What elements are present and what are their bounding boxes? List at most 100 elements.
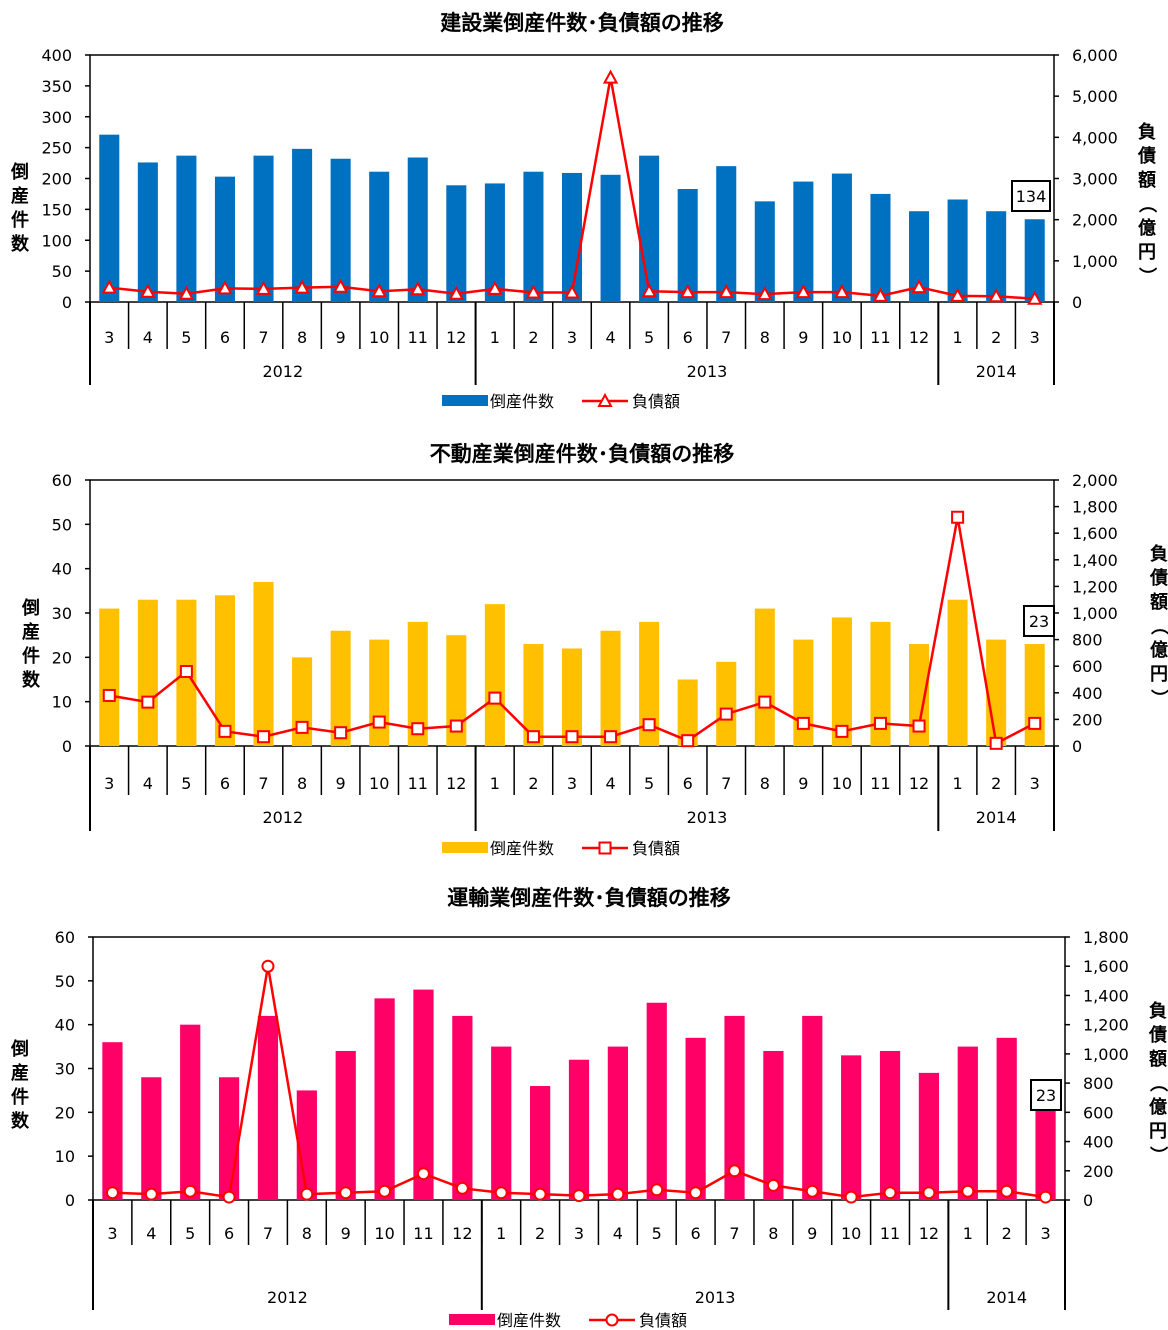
bar xyxy=(793,181,814,302)
x-tick-label: 3 xyxy=(567,328,577,347)
bar xyxy=(257,1015,279,1200)
y-tick-label: 400 xyxy=(41,46,72,65)
x-tick-label: 11 xyxy=(880,1224,900,1243)
line-marker xyxy=(883,1186,897,1200)
x-tick-label: 3 xyxy=(574,1224,584,1243)
y-tick-label: 250 xyxy=(41,139,72,158)
bar xyxy=(523,171,544,302)
bar xyxy=(909,211,930,302)
bar xyxy=(374,998,395,1200)
y2-tick-label: 1,000 xyxy=(1072,252,1118,271)
bar xyxy=(180,1024,201,1200)
x-tick-label: 10 xyxy=(369,774,389,793)
legend-bar-swatch xyxy=(442,395,488,406)
y-axis-title: 倒産件数 xyxy=(10,162,30,255)
svg-text:億: 億 xyxy=(1150,639,1168,661)
line-marker xyxy=(951,510,965,524)
y2-tick-label: 6,000 xyxy=(1072,46,1118,65)
line-marker xyxy=(642,718,656,732)
x-tick-label: 7 xyxy=(729,1224,739,1243)
x-tick-label: 1 xyxy=(490,328,500,347)
line-marker xyxy=(372,715,386,729)
bar xyxy=(986,211,1007,302)
line-marker xyxy=(922,1186,936,1200)
callout-value: 134 xyxy=(1016,187,1047,206)
legend-line-label: 負債額 xyxy=(639,1311,687,1330)
svg-text:円: 円 xyxy=(1150,664,1168,685)
x-tick-label: 7 xyxy=(258,328,268,347)
callout-value: 23 xyxy=(1029,612,1049,631)
svg-text:負: 負 xyxy=(1149,1000,1167,1022)
y-tick-label: 10 xyxy=(52,693,72,712)
line-marker xyxy=(378,1184,392,1198)
svg-text:件: 件 xyxy=(11,1086,29,1108)
line-marker xyxy=(602,69,619,84)
line-marker xyxy=(339,1186,353,1200)
bar xyxy=(677,679,698,746)
y2-tick-label: 1,400 xyxy=(1083,986,1129,1005)
y2-tick-label: 800 xyxy=(1072,631,1103,650)
x-tick-label: 9 xyxy=(807,1224,817,1243)
bar xyxy=(754,201,775,302)
bar xyxy=(369,171,390,302)
line-marker xyxy=(525,284,542,299)
bar xyxy=(918,1072,940,1200)
y2-axis-title: 負債額 （ 億円 ） xyxy=(1147,1000,1168,1164)
x-tick-label: 9 xyxy=(336,328,346,347)
y-axis-title: 倒産件数 xyxy=(21,598,41,691)
bar xyxy=(879,1050,901,1200)
y2-tick-label: 1,800 xyxy=(1083,928,1129,947)
y2-tick-label: 1,200 xyxy=(1083,1016,1129,1035)
x-tick-label: 2 xyxy=(991,774,1001,793)
bar xyxy=(330,158,351,302)
x-tick-label: 3 xyxy=(1030,328,1040,347)
x-tick-label: 5 xyxy=(652,1224,662,1243)
line-marker xyxy=(334,726,348,740)
y2-tick-label: 600 xyxy=(1072,657,1103,676)
x-tick-label: 3 xyxy=(1030,774,1040,793)
y2-tick-label: 1,000 xyxy=(1072,604,1118,623)
x-tick-label: 8 xyxy=(760,328,770,347)
y2-axis-title: 負債額 （ 億円 ） xyxy=(1136,121,1157,285)
svg-text:債: 債 xyxy=(1149,567,1168,589)
svg-text:）: ） xyxy=(1147,1146,1168,1164)
x-tick-label: 5 xyxy=(644,774,654,793)
chart-title: 建設業倒産件数･負債額の推移 xyxy=(440,11,724,35)
svg-text:数: 数 xyxy=(11,1110,30,1132)
bar xyxy=(292,148,313,302)
y-tick-label: 50 xyxy=(52,515,72,534)
line-marker xyxy=(105,1186,119,1200)
y-tick-label: 300 xyxy=(41,108,72,127)
chart-real-estate: 不動産業倒産件数･負債額の推移0102030405060020040060080… xyxy=(21,442,1168,858)
svg-text:債: 債 xyxy=(1148,1024,1167,1046)
svg-text:）: ） xyxy=(1136,267,1157,285)
y2-tick-label: 1,400 xyxy=(1072,551,1118,570)
y2-tick-label: 0 xyxy=(1083,1191,1093,1210)
y2-tick-label: 600 xyxy=(1083,1103,1114,1122)
y-axis-title: 倒産件数 xyxy=(10,1039,30,1132)
y2-tick-label: 2,000 xyxy=(1072,211,1118,230)
x-tick-label: 6 xyxy=(683,328,693,347)
y-tick-label: 40 xyxy=(52,560,72,579)
line-marker xyxy=(873,716,887,730)
svg-text:）: ） xyxy=(1148,689,1168,707)
x-tick-label: 9 xyxy=(336,774,346,793)
y-tick-label: 150 xyxy=(41,200,72,219)
svg-text:億: 億 xyxy=(1138,217,1156,239)
svg-text:負: 負 xyxy=(1150,543,1168,565)
x-tick-label: 6 xyxy=(220,774,230,793)
x-tick-label: 5 xyxy=(185,1224,195,1243)
line-marker xyxy=(988,288,1004,303)
bar xyxy=(452,1015,473,1200)
x-tick-label: 4 xyxy=(143,328,153,347)
x-tick-label: 8 xyxy=(302,1224,312,1243)
bar xyxy=(214,176,235,302)
svg-text:円: 円 xyxy=(1149,1121,1167,1142)
bar xyxy=(947,199,968,302)
x-tick-label: 11 xyxy=(870,774,890,793)
line-marker xyxy=(488,691,502,705)
line-marker xyxy=(604,730,618,744)
x-tick-label: 7 xyxy=(263,1224,273,1243)
bar xyxy=(413,989,434,1200)
bar xyxy=(561,648,583,746)
